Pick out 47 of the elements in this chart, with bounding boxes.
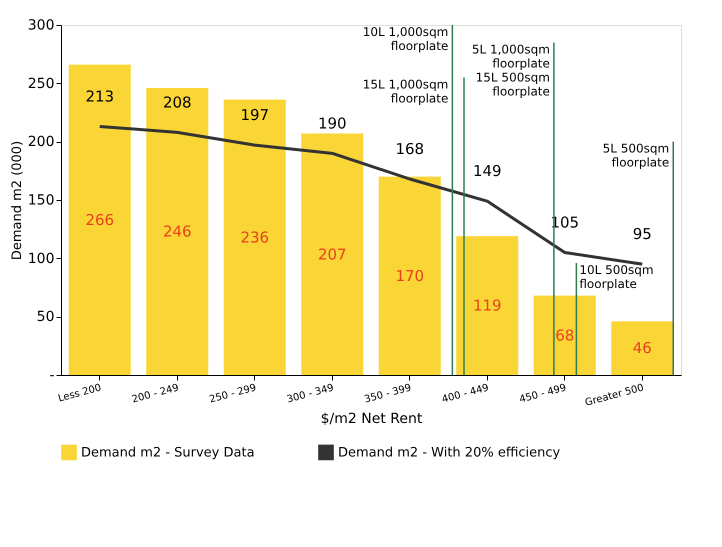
bar <box>146 88 208 375</box>
y-tick-label: 150 <box>28 192 54 208</box>
y-tick-label: 300 <box>28 18 54 34</box>
data-label: 95 <box>632 225 652 244</box>
bar <box>301 134 364 375</box>
y-tick-label: 200 <box>28 134 54 150</box>
data-label: 46 <box>632 339 652 358</box>
ref-line-label: 5L 500sqm floorplate <box>602 142 670 170</box>
data-label: 246 <box>162 222 192 240</box>
bar <box>611 321 674 375</box>
data-label: 236 <box>240 228 270 246</box>
y-axis-title: Demand m2 (000) <box>10 140 25 260</box>
legend-label: Demand m2 - With 20% efficiency <box>338 445 561 460</box>
ref-line-label: 5L 1,000sqm floorplate 15L 500sqm floorplate <box>472 42 550 98</box>
data-label: 68 <box>555 326 574 344</box>
ref-line-label: 10L 500sqm floorplate <box>579 263 654 291</box>
data-label: 190 <box>318 114 347 132</box>
x-tick-label: 250 - 299 <box>208 382 258 406</box>
bar <box>534 296 596 375</box>
bar <box>224 100 286 375</box>
data-label: 213 <box>85 88 114 106</box>
data-label: 266 <box>85 210 114 229</box>
x-tick-label: 450 - 499 <box>518 382 568 406</box>
x-tick-label: Less 200 <box>57 382 103 405</box>
legend-label: Demand m2 - Survey Data <box>81 445 255 460</box>
data-label: 149 <box>472 162 502 180</box>
y-tick-label: 50 <box>36 309 54 326</box>
bar <box>68 64 131 375</box>
x-tick-label: 300 - 349 <box>286 382 336 406</box>
y-tick-label: 100 <box>28 250 54 267</box>
data-label: 197 <box>240 106 270 124</box>
y-tick-label: 250 <box>28 76 54 92</box>
data-label: 170 <box>395 266 424 285</box>
x-tick-label: 350 - 399 <box>363 382 413 406</box>
data-label: 168 <box>395 140 424 158</box>
x-tick-label: Greater 500 <box>584 382 646 409</box>
data-label: 208 <box>162 93 192 112</box>
bar <box>378 176 441 375</box>
x-axis-title: $/m2 Net Rent <box>320 410 423 427</box>
ref-line-label: 15L 1,000sqm floorplate <box>362 78 448 106</box>
ref-line-label: 10L 1,000sqm floorplate <box>362 25 448 53</box>
x-tick-label: 400 - 449 <box>440 382 490 406</box>
data-label: 119 <box>472 296 502 315</box>
y-tick-label: - <box>49 368 54 384</box>
bar <box>456 236 518 375</box>
x-tick-label: 200 - 249 <box>130 382 180 406</box>
data-label: 207 <box>318 245 347 264</box>
